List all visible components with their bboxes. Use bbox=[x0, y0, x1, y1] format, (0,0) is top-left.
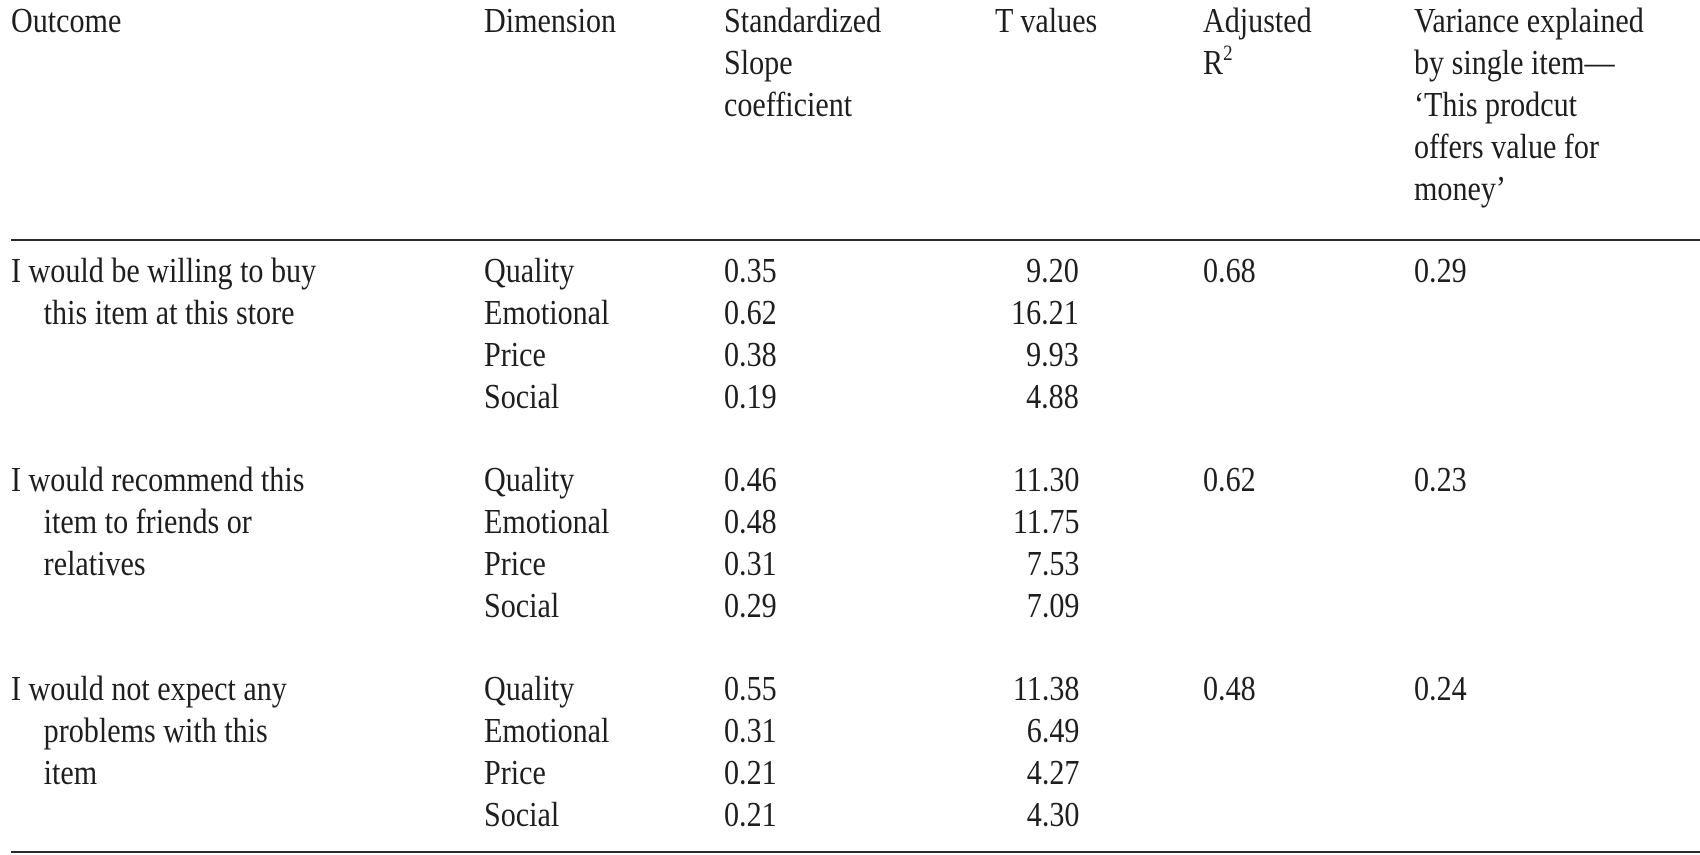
group-2-dimensions: Quality Emotional Price Social bbox=[484, 459, 609, 627]
t-value: 4.27 bbox=[1026, 753, 1079, 792]
slope-value: 0.31 bbox=[724, 711, 777, 750]
dimension-price: Price bbox=[484, 753, 546, 792]
slope-value: 0.38 bbox=[724, 335, 777, 374]
dimension-quality: Quality bbox=[484, 251, 575, 290]
slope-value: 0.35 bbox=[724, 251, 777, 290]
t-value: 4.30 bbox=[1026, 795, 1079, 834]
group-2-slopes: 0.46 0.48 0.31 0.29 bbox=[724, 459, 777, 627]
outcome-line: this item at this store bbox=[43, 293, 295, 332]
outcome-line: item to friends or bbox=[43, 502, 252, 541]
slope-value: 0.62 bbox=[724, 293, 777, 332]
group-3-t-values: 11.38 6.49 4.27 4.30 bbox=[1012, 668, 1079, 836]
group-2-adj-r2: 0.62 bbox=[1203, 459, 1256, 501]
header-dimension: Dimension bbox=[484, 0, 616, 42]
group-1-dimensions: Quality Emotional Price Social bbox=[484, 250, 609, 418]
dimension-quality: Quality bbox=[484, 669, 575, 708]
variance-value: 0.29 bbox=[1414, 251, 1467, 290]
t-value: 9.93 bbox=[1026, 335, 1079, 374]
outcome-line: I would not expect any bbox=[11, 669, 287, 708]
outcome-line: I would recommend this bbox=[11, 460, 305, 499]
slope-value: 0.19 bbox=[724, 377, 777, 416]
t-value: 4.88 bbox=[1026, 377, 1079, 416]
group-3-slopes: 0.55 0.31 0.21 0.21 bbox=[724, 668, 777, 836]
header-rule bbox=[11, 239, 1700, 241]
slope-value: 0.55 bbox=[724, 669, 777, 708]
header-dimension-text: Dimension bbox=[484, 1, 617, 40]
header-standardized-slope: Standardized Slope coefficient bbox=[724, 0, 881, 126]
slope-value: 0.46 bbox=[724, 460, 777, 499]
header-variance-line-4: offers value for bbox=[1414, 127, 1599, 166]
dimension-quality: Quality bbox=[484, 460, 575, 499]
t-value: 7.09 bbox=[1026, 586, 1079, 625]
slope-value: 0.21 bbox=[724, 795, 777, 834]
adj-r2-value: 0.62 bbox=[1203, 460, 1256, 499]
group-1-variance: 0.29 bbox=[1414, 250, 1467, 292]
header-variance-line-3: ‘This prodcut bbox=[1414, 85, 1578, 124]
group-2-t-values: 11.30 11.75 7.53 7.09 bbox=[1012, 459, 1079, 627]
dimension-social: Social bbox=[484, 377, 560, 416]
outcome-line: item bbox=[43, 753, 98, 792]
t-value: 7.53 bbox=[1026, 544, 1079, 583]
header-adjusted-r2: Adjusted R2 bbox=[1203, 0, 1312, 84]
outcome-line: relatives bbox=[43, 544, 146, 583]
header-outcome: Outcome bbox=[11, 0, 121, 42]
group-3-outcome: I would not expect any problems with thi… bbox=[11, 668, 287, 794]
t-value: 9.20 bbox=[1026, 251, 1079, 290]
dimension-social: Social bbox=[484, 795, 560, 834]
slope-value: 0.29 bbox=[724, 586, 777, 625]
slope-value: 0.31 bbox=[724, 544, 777, 583]
group-2-outcome: I would recommend this item to friends o… bbox=[11, 459, 304, 585]
dimension-emotional: Emotional bbox=[484, 293, 610, 332]
slope-value: 0.21 bbox=[724, 753, 777, 792]
group-2-variance: 0.23 bbox=[1414, 459, 1467, 501]
group-1-t-values: 9.20 16.21 9.93 4.88 bbox=[1011, 250, 1079, 418]
group-3-variance: 0.24 bbox=[1414, 668, 1467, 710]
dimension-emotional: Emotional bbox=[484, 711, 610, 750]
dimension-price: Price bbox=[484, 544, 546, 583]
t-value: 6.49 bbox=[1026, 711, 1079, 750]
t-value: 16.21 bbox=[1011, 293, 1079, 332]
group-1-slopes: 0.35 0.62 0.38 0.19 bbox=[724, 250, 777, 418]
group-3-dimensions: Quality Emotional Price Social bbox=[484, 668, 609, 836]
header-outcome-text: Outcome bbox=[11, 1, 122, 40]
header-r2-text: R2 bbox=[1203, 42, 1312, 84]
group-3-adj-r2: 0.48 bbox=[1203, 668, 1256, 710]
r-symbol: R bbox=[1203, 43, 1224, 82]
header-t-values-text: T values bbox=[995, 1, 1098, 40]
t-value: 11.75 bbox=[1012, 502, 1079, 541]
header-slope-line-1: Standardized bbox=[724, 1, 882, 40]
header-adjusted-text: Adjusted bbox=[1203, 1, 1312, 40]
header-t-values: T values bbox=[995, 0, 1097, 42]
header-variance-explained: Variance explained by single item— ‘This… bbox=[1414, 0, 1644, 210]
t-value: 11.30 bbox=[1012, 460, 1079, 499]
adj-r2-value: 0.48 bbox=[1203, 669, 1256, 708]
variance-value: 0.24 bbox=[1414, 669, 1467, 708]
outcome-line: I would be willing to buy bbox=[11, 251, 317, 290]
group-1-outcome: I would be willing to buy this item at t… bbox=[11, 250, 316, 334]
dimension-emotional: Emotional bbox=[484, 502, 610, 541]
superscript-2: 2 bbox=[1223, 40, 1233, 65]
slope-value: 0.48 bbox=[724, 502, 777, 541]
variance-value: 0.23 bbox=[1414, 460, 1467, 499]
header-variance-line-2: by single item— bbox=[1414, 43, 1615, 82]
t-value: 11.38 bbox=[1012, 669, 1079, 708]
outcome-line: problems with this bbox=[43, 711, 268, 750]
dimension-price: Price bbox=[484, 335, 546, 374]
adj-r2-value: 0.68 bbox=[1203, 251, 1256, 290]
header-slope-line-3: coefficient bbox=[724, 85, 853, 124]
header-variance-line-5: money’ bbox=[1414, 169, 1506, 208]
bottom-rule bbox=[11, 851, 1700, 853]
header-variance-line-1: Variance explained bbox=[1414, 1, 1644, 40]
dimension-social: Social bbox=[484, 586, 560, 625]
group-1-adj-r2: 0.68 bbox=[1203, 250, 1256, 292]
header-slope-line-2: Slope bbox=[724, 43, 793, 82]
